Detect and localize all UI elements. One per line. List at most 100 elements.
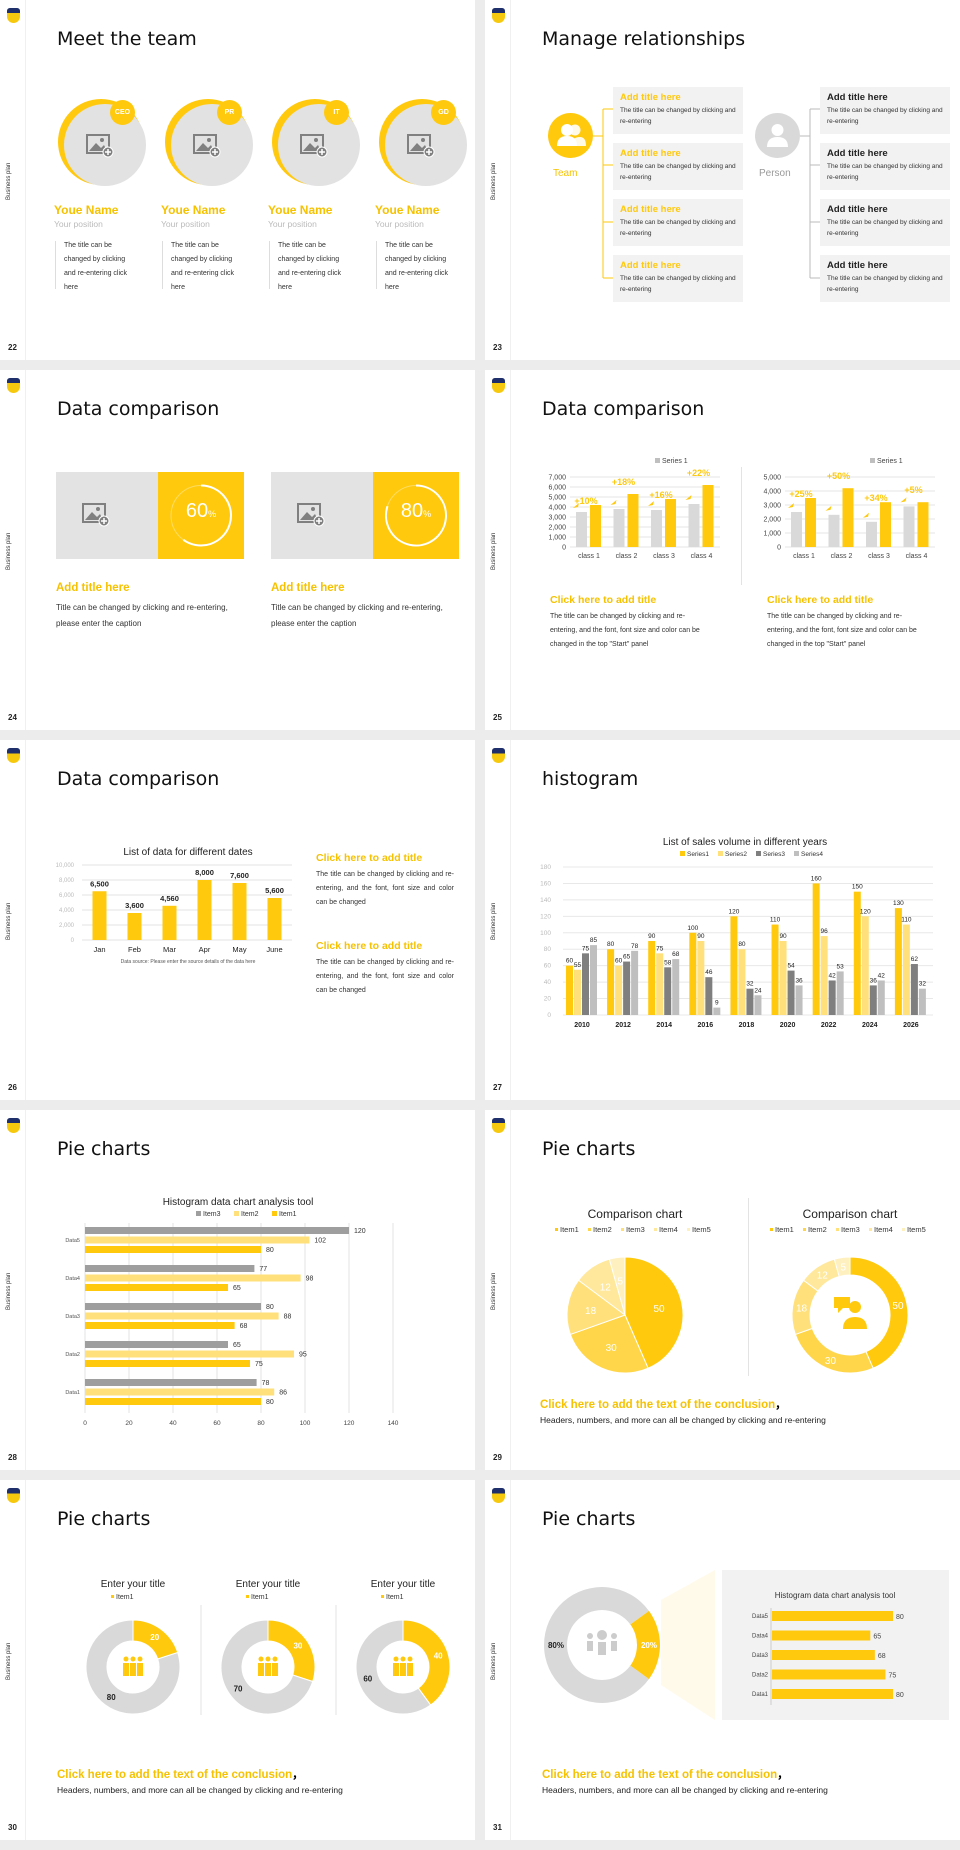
svg-text:2018: 2018 [739, 1022, 755, 1029]
svg-text:May: May [232, 945, 246, 954]
slide-26[interactable]: Business plan 26 Data comparison List of … [0, 740, 475, 1100]
svg-text:Item1: Item1 [775, 1225, 794, 1234]
svg-text:class 2: class 2 [616, 553, 638, 560]
svg-text:46: 46 [705, 969, 713, 976]
image-placeholder-icon [407, 134, 435, 158]
svg-text:+25%: +25% [789, 489, 812, 499]
slide-24[interactable]: Business plan 24 Data comparison 60% Add … [0, 370, 475, 730]
svg-text:0: 0 [562, 545, 566, 552]
svg-text:Item4: Item4 [659, 1225, 678, 1234]
item-title: Add title here [620, 92, 681, 103]
svg-text:2016: 2016 [698, 1022, 714, 1029]
svg-text:5,600: 5,600 [265, 886, 284, 895]
team-item[interactable]: Add title here The title can be changed … [613, 87, 743, 134]
svg-text:120: 120 [860, 908, 871, 915]
svg-text:+10%: +10% [574, 496, 597, 506]
conclusion: Click here to add the text of the conclu… [540, 1396, 787, 1412]
svg-text:88: 88 [284, 1314, 292, 1321]
svg-text:Data2: Data2 [752, 1673, 769, 1679]
slide-25[interactable]: Business plan 25 Data comparison Series 1… [485, 370, 960, 730]
svg-text:60: 60 [213, 1420, 221, 1427]
member-name: Youe Name [375, 203, 440, 217]
svg-text:Item1: Item1 [560, 1225, 579, 1234]
team-item[interactable]: Add title here The title can be changed … [613, 143, 743, 190]
slide-23[interactable]: Business plan 23 Manage relationships Tea… [485, 0, 960, 360]
person-item[interactable]: Add title here The title can be changed … [820, 255, 950, 302]
conclusion-link[interactable]: Click here to add the text of the conclu… [542, 1769, 778, 1781]
svg-text:Comparison chart: Comparison chart [588, 1207, 683, 1221]
svg-text:75: 75 [888, 1673, 896, 1680]
svg-text:160: 160 [811, 875, 822, 882]
svg-text:Data4: Data4 [65, 1276, 80, 1282]
svg-text:Data5: Data5 [752, 1614, 769, 1620]
svg-text:Jan: Jan [93, 945, 105, 954]
svg-text:10,000: 10,000 [56, 863, 75, 869]
image-placeholder[interactable] [56, 472, 158, 559]
svg-text:5,000: 5,000 [763, 475, 781, 482]
svg-text:60: 60 [544, 963, 552, 970]
svg-text:60: 60 [566, 958, 574, 965]
team-item[interactable]: Add title here The title can be changed … [613, 255, 743, 302]
svg-text:8,000: 8,000 [59, 878, 75, 884]
svg-text:65: 65 [233, 1285, 241, 1292]
svg-text:90: 90 [779, 933, 787, 940]
slide-28[interactable]: Business plan 28 Pie charts Histogram dat… [0, 1110, 475, 1470]
slide-29[interactable]: Business plan 29 Pie charts Comparison ch… [485, 1110, 960, 1470]
svg-text:62: 62 [911, 956, 919, 963]
bar-chart-right: Series 1 5,000 4,000 3,000 2,000 1,000 0 class … [763, 458, 935, 560]
svg-text:120: 120 [729, 908, 740, 915]
svg-text:Series1: Series1 [687, 851, 709, 858]
member-name: Youe Name [54, 203, 119, 217]
svg-text:100: 100 [540, 930, 551, 937]
divider [55, 241, 56, 289]
svg-text:8,000: 8,000 [195, 868, 214, 877]
svg-text:90: 90 [697, 933, 705, 940]
side-strip: Business plan 25 [485, 370, 511, 730]
svg-text:24: 24 [754, 987, 762, 994]
svg-text:68: 68 [878, 1653, 886, 1660]
svg-text:60: 60 [615, 958, 623, 965]
slide-27[interactable]: Business plan 27 histogram List of sales … [485, 740, 960, 1100]
conclusion-link[interactable]: Click here to add the text of the conclu… [57, 1769, 293, 1781]
svg-text:Series3: Series3 [763, 851, 785, 858]
slide-title: Pie charts [57, 1138, 151, 1160]
svg-text:2026: 2026 [903, 1022, 919, 1029]
svg-text:2,000: 2,000 [763, 517, 781, 524]
item-title: Add title here [827, 148, 888, 159]
side-strip: Business plan 24 [0, 370, 26, 730]
image-placeholder[interactable] [271, 472, 373, 559]
svg-text:+22%: +22% [687, 468, 710, 478]
member-desc: The title can be changed by clicking and… [171, 242, 235, 291]
image-placeholder-icon [86, 134, 114, 158]
page-number: 30 [8, 1823, 17, 1832]
svg-text:+18%: +18% [612, 477, 635, 487]
side-strip: Business plan 23 [485, 0, 511, 360]
person-item[interactable]: Add title here The title can be changed … [820, 199, 950, 246]
group-people-icon [393, 1656, 413, 1676]
svg-text:Data1: Data1 [752, 1692, 769, 1698]
svg-text:+50%: +50% [827, 471, 850, 481]
person-item[interactable]: Add title here The title can be changed … [820, 87, 950, 134]
svg-text:2020: 2020 [780, 1022, 796, 1029]
svg-text:40: 40 [169, 1420, 177, 1427]
side-strip: Business plan 26 [0, 740, 26, 1100]
svg-text:20%: 20% [641, 1641, 657, 1650]
team-item[interactable]: Add title here The title can be changed … [613, 199, 743, 246]
group-people-icon [123, 1656, 143, 1676]
slide-30[interactable]: Business plan 30 Pie charts Enter your ti… [0, 1480, 475, 1840]
page-number: 23 [493, 343, 502, 352]
member-desc: The title can be changed by clicking and… [278, 242, 342, 291]
comma: ， [777, 1769, 789, 1781]
connector-lines [593, 108, 820, 279]
svg-text:Item3: Item3 [203, 1211, 221, 1218]
block-title: Click here to add title [767, 594, 874, 606]
svg-text:June: June [266, 945, 282, 954]
slide-22[interactable]: Business plan 22 Meet the team CEO Youe N… [0, 0, 475, 360]
svg-text:Comparison chart: Comparison chart [803, 1207, 898, 1221]
divider [748, 1198, 749, 1376]
svg-text:80: 80 [738, 941, 746, 948]
conclusion-link[interactable]: Click here to add the text of the conclu… [540, 1399, 776, 1411]
role-badge: PR [217, 100, 242, 125]
slide-31[interactable]: Business plan 31 Pie charts 20% 80% Histogr… [485, 1480, 960, 1840]
person-item[interactable]: Add title here The title can be changed … [820, 143, 950, 190]
